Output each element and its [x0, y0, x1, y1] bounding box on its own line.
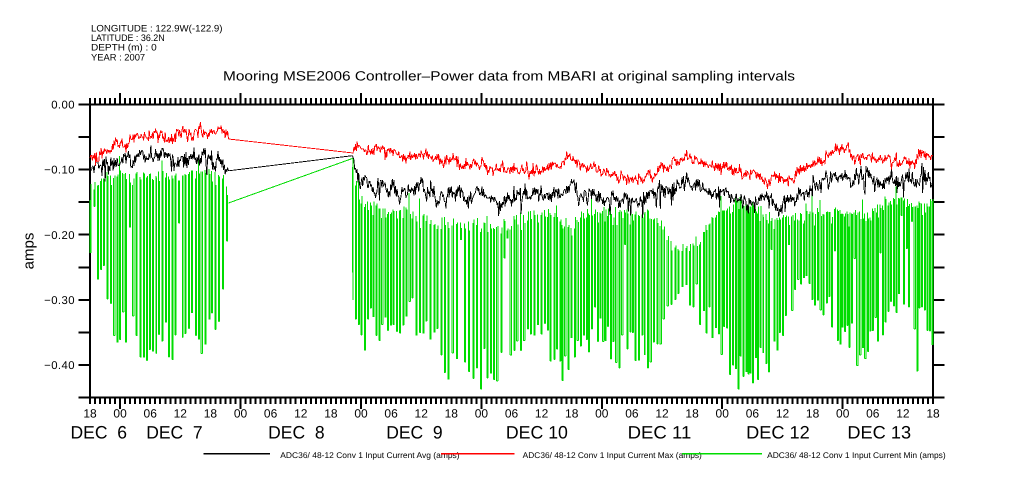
- svg-text:00: 00: [836, 407, 850, 421]
- svg-text:12: 12: [655, 407, 669, 421]
- svg-text:12: 12: [415, 407, 429, 421]
- svg-text:DEC 6: DEC 6: [71, 423, 128, 443]
- svg-text:12: 12: [776, 407, 790, 421]
- svg-text:06: 06: [505, 407, 519, 421]
- svg-text:ADC36/ 48-12 Conv 1 Input Curr: ADC36/ 48-12 Conv 1 Input Current Avg (a…: [280, 450, 460, 460]
- svg-text:00: 00: [354, 407, 368, 421]
- svg-text:00: 00: [234, 407, 248, 421]
- svg-text:18: 18: [83, 407, 97, 421]
- svg-text:−0.30: −0.30: [44, 295, 75, 307]
- svg-text:00: 00: [113, 407, 127, 421]
- svg-text:00: 00: [475, 407, 489, 421]
- svg-text:12: 12: [535, 407, 549, 421]
- svg-text:DEC 12: DEC 12: [746, 423, 810, 443]
- svg-text:18: 18: [926, 407, 940, 421]
- svg-text:18: 18: [565, 407, 579, 421]
- svg-text:LONGITUDE : 122.9W(-122.9): LONGITUDE : 122.9W(-122.9): [91, 23, 223, 34]
- svg-text:12: 12: [294, 407, 308, 421]
- svg-text:12: 12: [896, 407, 910, 421]
- svg-text:LATITUDE : 36.2N: LATITUDE : 36.2N: [91, 33, 165, 44]
- svg-text:ADC36/ 48-12 Conv 1 Input Curr: ADC36/ 48-12 Conv 1 Input Current Min (a…: [767, 450, 946, 460]
- svg-text:18: 18: [324, 407, 338, 421]
- svg-text:−0.20: −0.20: [44, 230, 75, 242]
- svg-text:DEC 10: DEC 10: [506, 423, 568, 443]
- svg-text:DEC 8: DEC 8: [268, 423, 325, 443]
- svg-text:06: 06: [264, 407, 278, 421]
- svg-text:18: 18: [685, 407, 699, 421]
- svg-text:DEC 7: DEC 7: [146, 423, 203, 443]
- svg-text:Mooring MSE2006 Controller–Pow: Mooring MSE2006 Controller–Power data fr…: [223, 68, 795, 83]
- svg-text:06: 06: [866, 407, 880, 421]
- svg-text:06: 06: [746, 407, 760, 421]
- svg-text:DEC 13: DEC 13: [847, 423, 911, 443]
- svg-text:YEAR : 2007: YEAR : 2007: [91, 52, 145, 63]
- svg-text:18: 18: [445, 407, 459, 421]
- svg-text:−0.40: −0.40: [44, 360, 75, 372]
- svg-text:DEC 9: DEC 9: [386, 423, 443, 443]
- svg-text:18: 18: [204, 407, 218, 421]
- svg-text:06: 06: [625, 407, 639, 421]
- svg-text:DEPTH (m) : 0: DEPTH (m) : 0: [91, 43, 157, 54]
- svg-text:−0.10: −0.10: [44, 165, 75, 177]
- svg-text:06: 06: [144, 407, 158, 421]
- svg-text:0.00: 0.00: [51, 100, 75, 112]
- svg-text:ADC36/ 48-12 Conv 1 Input Curr: ADC36/ 48-12 Conv 1 Input Current Max (a…: [523, 450, 702, 460]
- svg-text:amps: amps: [21, 233, 38, 270]
- svg-text:18: 18: [806, 407, 820, 421]
- svg-text:06: 06: [384, 407, 398, 421]
- svg-text:12: 12: [174, 407, 188, 421]
- svg-text:00: 00: [595, 407, 609, 421]
- svg-text:DEC 11: DEC 11: [628, 423, 692, 443]
- svg-text:00: 00: [716, 407, 730, 421]
